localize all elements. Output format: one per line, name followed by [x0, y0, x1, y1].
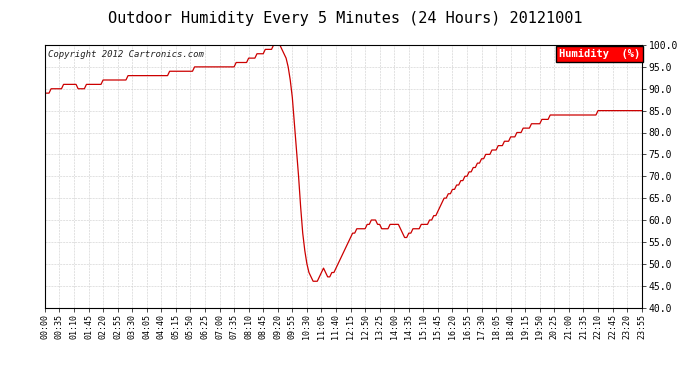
- Text: Outdoor Humidity Every 5 Minutes (24 Hours) 20121001: Outdoor Humidity Every 5 Minutes (24 Hou…: [108, 11, 582, 26]
- Text: Humidity  (%): Humidity (%): [559, 49, 640, 59]
- Text: Copyright 2012 Cartronics.com: Copyright 2012 Cartronics.com: [48, 50, 204, 59]
